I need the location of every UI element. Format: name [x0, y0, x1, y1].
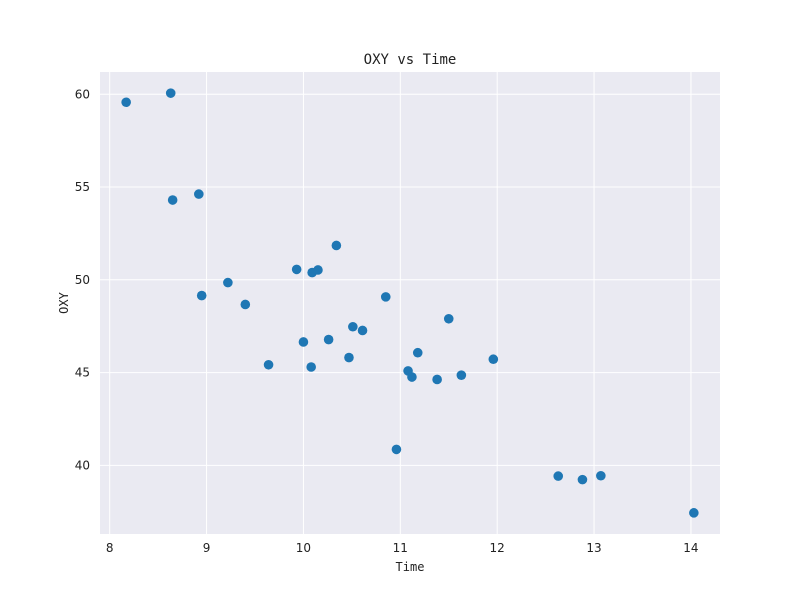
data-point: [331, 240, 342, 251]
x-tick-label: 13: [586, 541, 601, 555]
data-point: [121, 97, 131, 108]
x-tick-label: 8: [106, 541, 114, 555]
data-point: [407, 372, 417, 382]
data-point: [348, 321, 358, 332]
data-point: [596, 470, 606, 481]
data-point: [380, 292, 391, 302]
x-tick-label: 14: [683, 541, 698, 555]
x-tick-label: 12: [490, 541, 505, 555]
y-axis-label: OXY: [57, 291, 71, 313]
data-point: [577, 474, 588, 485]
data-point: [443, 313, 454, 324]
data-point: [488, 354, 499, 365]
data-point: [553, 471, 564, 481]
data-point: [432, 374, 442, 385]
data-point: [167, 195, 178, 205]
data-point: [263, 359, 274, 370]
y-tick-label: 45: [75, 366, 90, 380]
y-tick-label: 40: [75, 458, 90, 472]
x-tick-label: 11: [393, 541, 408, 555]
data-point: [194, 189, 204, 199]
y-tick-label: 50: [75, 273, 90, 287]
data-point: [412, 347, 423, 358]
data-point: [298, 337, 309, 347]
y-tick-label: 55: [75, 180, 90, 194]
x-tick-label: 9: [203, 541, 211, 555]
data-point: [223, 277, 233, 288]
x-tick-labels: 8 9 10 11 12 13 14: [106, 541, 699, 555]
data-point: [196, 290, 207, 301]
data-point: [344, 352, 354, 363]
data-point: [391, 444, 402, 455]
data-point: [357, 325, 368, 336]
data-point: [306, 362, 316, 372]
y-tick-label: 60: [75, 87, 90, 101]
data-points: [121, 88, 699, 518]
y-tick-labels: 40 45 50 55 60: [75, 87, 90, 472]
data-point: [323, 334, 334, 345]
chart-title: OXY vs Time: [364, 52, 457, 68]
data-point: [313, 265, 323, 275]
data-point: [240, 299, 251, 310]
data-point: [456, 370, 467, 380]
plot-area: [100, 72, 720, 534]
data-point: [689, 508, 699, 518]
data-point: [291, 264, 302, 275]
data-point: [165, 88, 176, 98]
x-axis-label: Time: [396, 560, 425, 574]
x-tick-label: 10: [296, 541, 311, 555]
